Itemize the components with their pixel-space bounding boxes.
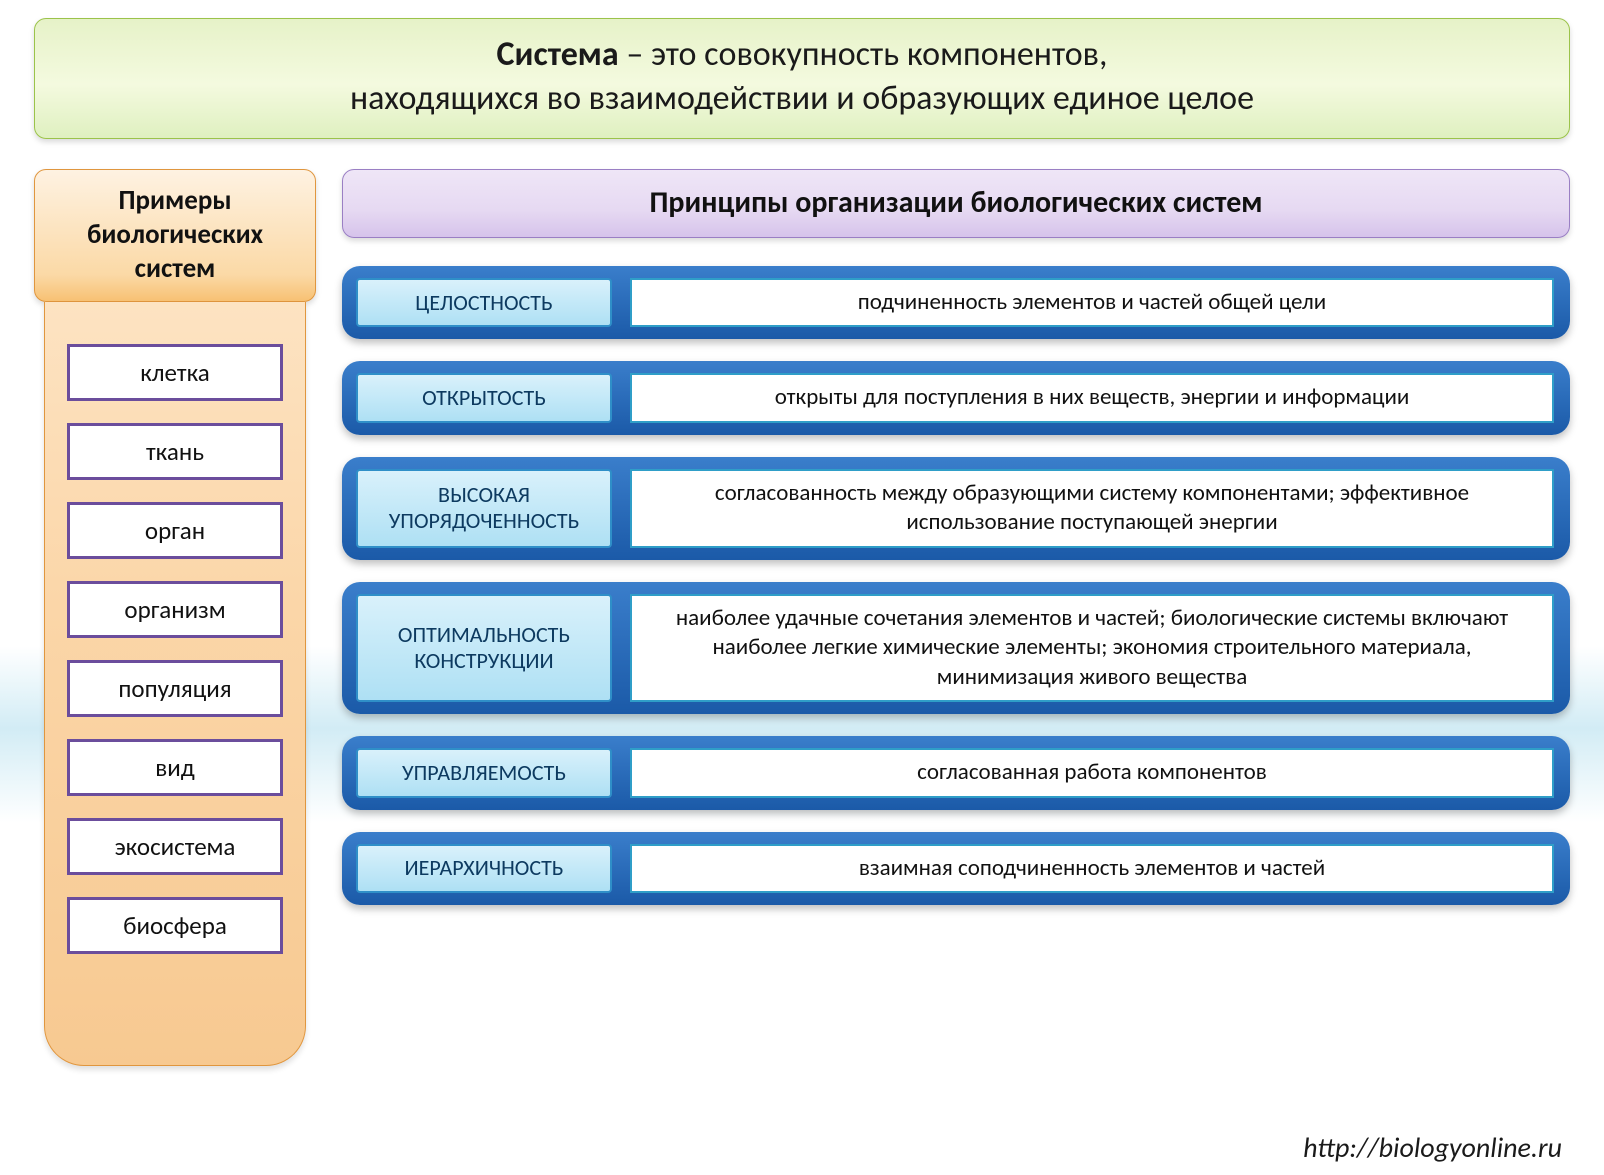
principle-desc: взаимная соподчиненность элементов и час… xyxy=(630,844,1554,893)
definition-rest1: – это совокупность компонентов, xyxy=(619,34,1108,75)
principle-label: ОТКРЫТОСТЬ xyxy=(356,373,612,422)
left-body: клетка ткань орган организм популяция ви… xyxy=(44,302,306,1066)
principle-row: ЦЕЛОСТНОСТЬ подчиненность элементов и ча… xyxy=(342,266,1570,339)
definition-line2: находящихся во взаимодействии и образующ… xyxy=(350,78,1254,119)
left-title-3: систем xyxy=(135,252,216,285)
example-item: клетка xyxy=(67,344,283,401)
principle-label: ВЫСОКАЯ УПОРЯДОЧЕННОСТЬ xyxy=(356,469,612,548)
example-item: ткань xyxy=(67,423,283,480)
example-item: популяция xyxy=(67,660,283,717)
left-column: Примеры биологических систем клетка ткан… xyxy=(34,169,316,1066)
principle-label: ИЕРАРХИЧНОСТЬ xyxy=(356,844,612,893)
example-item: биосфера xyxy=(67,897,283,954)
principle-row: ОТКРЫТОСТЬ открыты для поступления в них… xyxy=(342,361,1570,434)
footer-url: http://biologyonline.ru xyxy=(1303,1130,1562,1165)
principle-desc: наиболее удачные сочетания элементов и ч… xyxy=(630,594,1554,702)
left-header: Примеры биологических систем xyxy=(34,169,316,302)
principle-desc: согласованность между образующими систем… xyxy=(630,469,1554,548)
principle-row: ИЕРАРХИЧНОСТЬ взаимная соподчиненность э… xyxy=(342,832,1570,905)
principles-list: ЦЕЛОСТНОСТЬ подчиненность элементов и ча… xyxy=(342,266,1570,905)
principle-label: ЦЕЛОСТНОСТЬ xyxy=(356,278,612,327)
principle-desc: подчиненность элементов и частей общей ц… xyxy=(630,278,1554,327)
example-item: организм xyxy=(67,581,283,638)
definition-banner: Система – это совокупность компонентов, … xyxy=(34,18,1570,139)
example-item: экосистема xyxy=(67,818,283,875)
principle-desc: открыты для поступления в них веществ, э… xyxy=(630,373,1554,422)
definition-bold: Система xyxy=(497,34,619,75)
principle-desc: согласованная работа компонентов xyxy=(630,748,1554,797)
example-item: вид xyxy=(67,739,283,796)
principle-row: ОПТИМАЛЬНОСТЬ КОНСТРУКЦИИ наиболее удачн… xyxy=(342,582,1570,714)
right-header: Принципы организации биологических систе… xyxy=(342,169,1570,238)
left-title-2: биологических xyxy=(87,218,263,251)
principle-label: ОПТИМАЛЬНОСТЬ КОНСТРУКЦИИ xyxy=(356,594,612,702)
right-column: Принципы организации биологических систе… xyxy=(342,169,1570,1066)
principle-row: ВЫСОКАЯ УПОРЯДОЧЕННОСТЬ согласованность … xyxy=(342,457,1570,560)
columns-wrap: Примеры биологических систем клетка ткан… xyxy=(34,169,1570,1066)
principle-label: УПРАВЛЯЕМОСТЬ xyxy=(356,748,612,797)
example-item: орган xyxy=(67,502,283,559)
principle-row: УПРАВЛЯЕМОСТЬ согласованная работа компо… xyxy=(342,736,1570,809)
left-title-1: Примеры xyxy=(118,184,231,217)
